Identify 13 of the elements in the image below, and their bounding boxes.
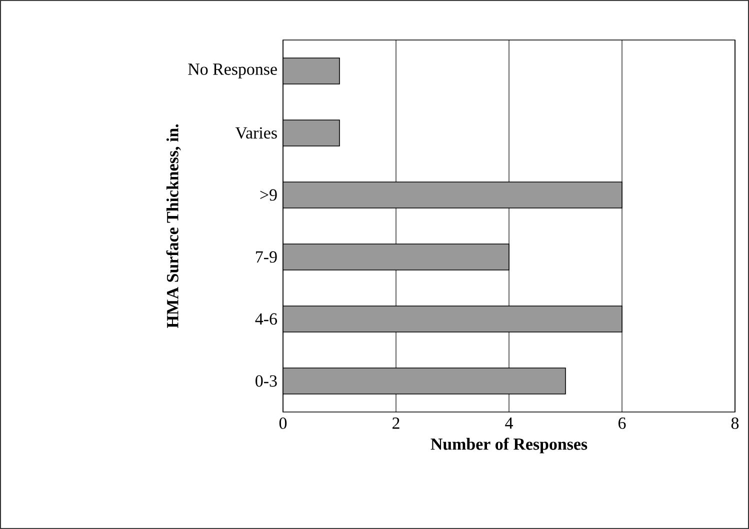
x-tick-label: 0 xyxy=(279,417,287,429)
y-tick-label: Varies xyxy=(235,127,277,139)
y-tick-label: 7-9 xyxy=(256,251,277,263)
x-tick-label: 8 xyxy=(731,417,739,429)
x-axis-title: Number of Responses xyxy=(430,438,588,454)
y-tick-label: >9 xyxy=(260,189,277,201)
x-tick-label: 2 xyxy=(392,417,400,429)
x-tick-label: 4 xyxy=(505,418,513,429)
x-tick-label: 6 xyxy=(618,417,626,429)
y-axis-title: HMA Surface Thickness, in. xyxy=(166,124,181,328)
y-tick-label: No Response xyxy=(188,64,277,78)
y-tick-label: 4-6 xyxy=(255,313,277,325)
y-tick-label: 0-3 xyxy=(256,375,277,387)
